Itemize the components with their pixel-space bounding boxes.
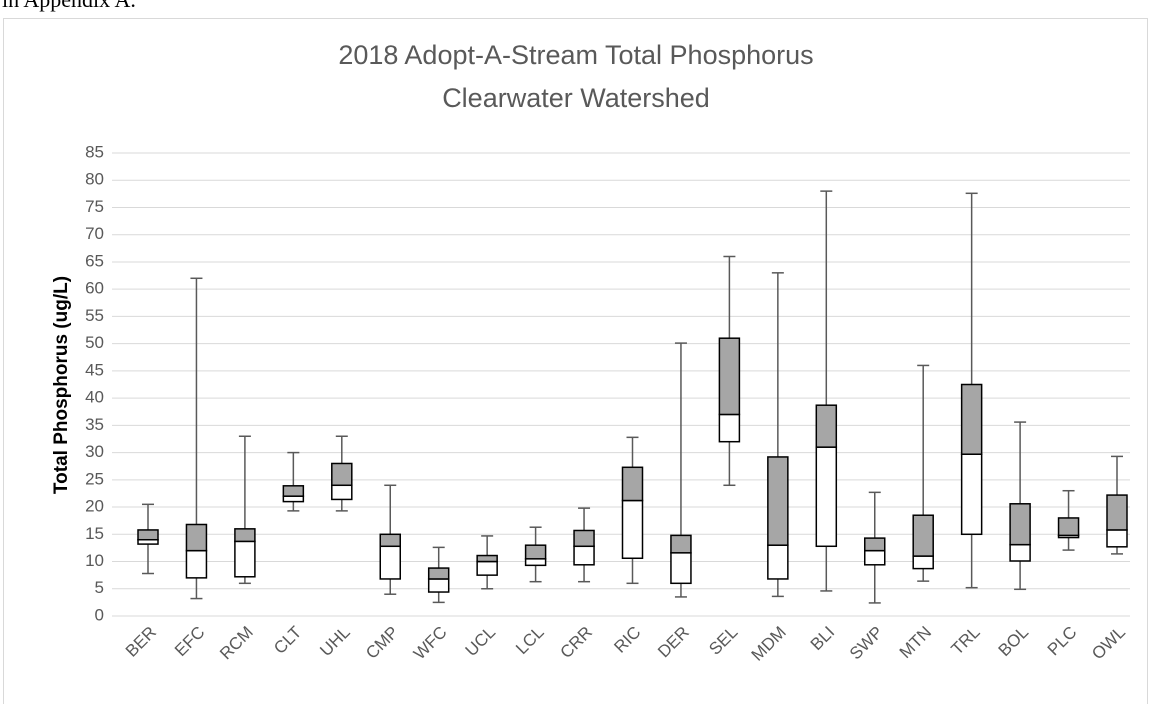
box-upper	[1106, 494, 1128, 531]
chart-frame	[3, 18, 1148, 704]
box-lower	[621, 499, 644, 560]
y-axis-title: Total Phosphorus (ug/L)	[51, 276, 72, 494]
box-lower	[1106, 529, 1128, 548]
y-tick-label: 75	[85, 197, 104, 216]
y-tick-label: 35	[85, 415, 104, 434]
box-lower	[524, 558, 547, 567]
box-upper	[864, 537, 886, 552]
box-lower	[670, 552, 692, 585]
chart-title: 2018 Adopt-A-Stream Total Phosphorus	[338, 40, 813, 70]
box-upper	[331, 462, 353, 487]
y-tick-label: 30	[85, 442, 104, 461]
y-tick-label: 80	[85, 170, 104, 189]
box-upper	[185, 523, 208, 552]
box-upper	[573, 529, 595, 548]
box-upper	[234, 528, 256, 543]
box-upper	[912, 514, 934, 557]
y-tick-label: 45	[85, 360, 104, 379]
chart-subtitle: Clearwater Watershed	[442, 83, 710, 113]
y-tick-label: 70	[85, 224, 104, 243]
box-upper	[524, 544, 547, 560]
y-tick-label: 50	[85, 333, 104, 352]
y-tick-label: 60	[85, 279, 104, 298]
box-lower	[960, 453, 983, 536]
box-upper	[476, 554, 498, 563]
box-upper	[670, 534, 692, 554]
y-tick-label: 55	[85, 306, 104, 325]
y-tick-label: 40	[85, 388, 104, 407]
y-tick-label: 20	[85, 497, 104, 516]
box-lower	[1009, 543, 1031, 562]
box-upper	[427, 567, 450, 580]
box-lower	[234, 540, 256, 578]
box-lower	[718, 413, 741, 443]
y-tick-label: 65	[85, 251, 104, 270]
box-lower	[767, 544, 789, 580]
box-lower	[185, 549, 208, 579]
box-lower	[282, 495, 305, 503]
box-upper	[621, 466, 644, 502]
page-text: in Appendix A.	[2, 0, 136, 12]
box-lower	[864, 549, 886, 566]
y-tick-label: 10	[85, 551, 104, 570]
box-lower	[379, 545, 401, 580]
box-upper	[1009, 503, 1031, 546]
y-tick-label: 85	[85, 142, 104, 161]
box-upper	[1057, 517, 1080, 537]
box-upper	[379, 533, 401, 548]
y-tick-label: 5	[95, 578, 104, 597]
box-lower	[427, 578, 450, 593]
y-tick-label: 0	[95, 605, 104, 624]
box-lower	[912, 555, 934, 570]
box-upper	[815, 404, 838, 448]
box-upper	[282, 485, 305, 497]
box-lower	[815, 446, 838, 548]
box-lower	[331, 484, 353, 501]
y-tick-label: 15	[85, 524, 104, 543]
box-lower	[476, 560, 498, 576]
box-lower	[573, 545, 595, 566]
box-upper	[137, 529, 159, 541]
box-upper	[718, 337, 741, 416]
box-upper	[960, 383, 983, 455]
box-upper	[767, 456, 789, 546]
y-tick-label: 25	[85, 469, 104, 488]
